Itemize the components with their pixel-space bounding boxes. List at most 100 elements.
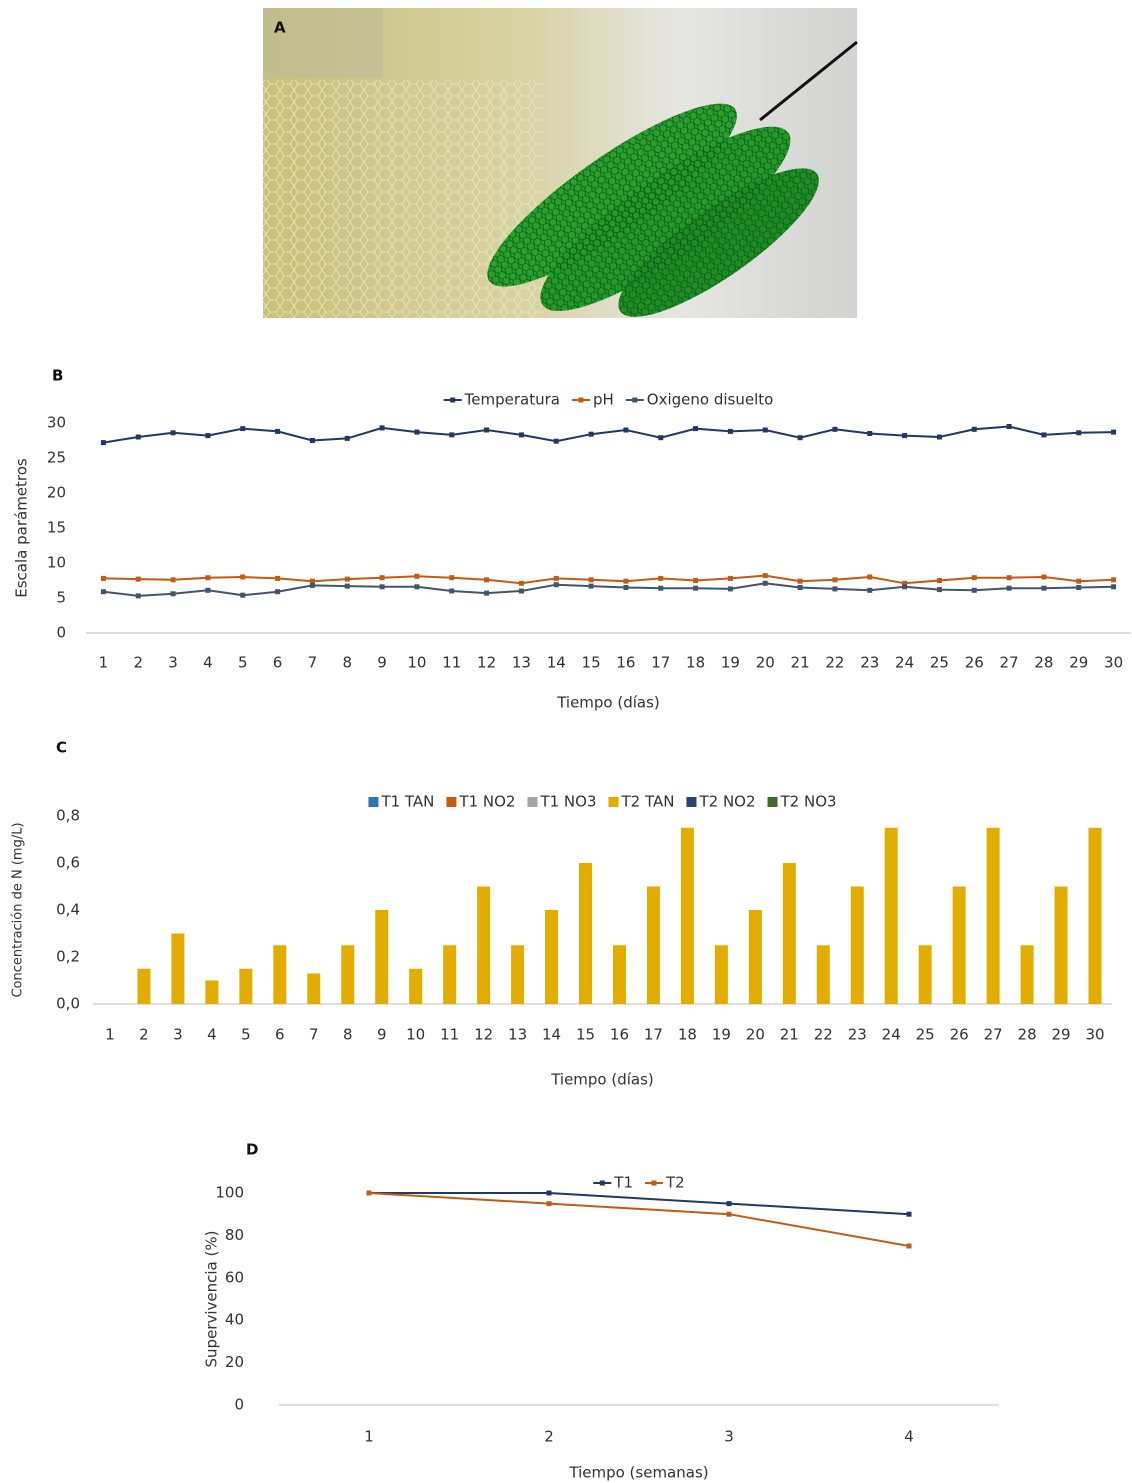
y-tick-label: 0,6	[56, 854, 80, 872]
y-tick-label: 80	[225, 1226, 244, 1244]
x-tick-label: 9	[377, 1026, 387, 1044]
x-tick-label: 7	[309, 1026, 319, 1044]
point	[171, 430, 176, 435]
point	[623, 579, 628, 584]
x-tick-label: 1	[105, 1026, 115, 1044]
point	[380, 425, 385, 430]
point	[763, 573, 768, 578]
point	[832, 586, 837, 591]
x-tick-label: 18	[686, 654, 705, 672]
y-tick-label: 20	[225, 1353, 244, 1371]
x-tick-label: 4	[207, 1026, 217, 1044]
point	[589, 577, 594, 582]
legend-label: T2 NO3	[780, 793, 837, 811]
legend-marker	[652, 1181, 657, 1186]
bar	[273, 945, 286, 1004]
x-tick-label: 24	[895, 654, 914, 672]
point	[1007, 575, 1012, 580]
bar	[171, 934, 184, 1005]
point	[240, 575, 245, 580]
x-tick-label: 20	[756, 654, 775, 672]
point	[658, 576, 663, 581]
y-tick-label: 15	[47, 519, 66, 537]
bar	[239, 969, 252, 1004]
bar	[137, 969, 150, 1004]
x-tick-label: 13	[508, 1026, 527, 1044]
x-tick-label: 11	[442, 654, 461, 672]
legend-label: T2	[665, 1174, 685, 1192]
point	[1076, 430, 1081, 435]
figure: A B0510152025301234567891011121314151617…	[0, 0, 1132, 1483]
legend-marker	[600, 1181, 605, 1186]
x-tick-label: 2	[544, 1428, 554, 1446]
point	[727, 1201, 732, 1206]
x-tick-label: 27	[984, 1026, 1003, 1044]
y-axis-label: Escala parámetros	[13, 458, 31, 598]
point	[547, 1201, 552, 1206]
x-tick-label: 17	[644, 1026, 663, 1044]
y-tick-label: 20	[47, 484, 66, 502]
point	[449, 432, 454, 437]
point	[727, 1212, 732, 1217]
point	[693, 586, 698, 591]
line	[369, 1193, 909, 1246]
point	[519, 432, 524, 437]
point	[867, 588, 872, 593]
point	[345, 577, 350, 582]
x-tick-label: 19	[721, 654, 740, 672]
point	[972, 588, 977, 593]
y-tick-label: 100	[215, 1184, 244, 1202]
y-tick-label: 60	[225, 1268, 244, 1286]
bar	[919, 945, 932, 1004]
bar	[1021, 945, 1034, 1004]
x-tick-label: 5	[238, 654, 248, 672]
point	[693, 578, 698, 583]
point	[554, 582, 559, 587]
legend-label: T1 NO3	[539, 793, 596, 811]
point	[623, 585, 628, 590]
point	[449, 575, 454, 580]
point	[693, 426, 698, 431]
point	[1076, 579, 1081, 584]
point	[728, 576, 733, 581]
point	[136, 577, 141, 582]
point	[240, 426, 245, 431]
bar	[341, 945, 354, 1004]
x-tick-label: 26	[950, 1026, 969, 1044]
point	[623, 428, 628, 433]
point	[867, 575, 872, 580]
x-tick-label: 3	[173, 1026, 183, 1044]
line	[369, 1193, 909, 1214]
point	[907, 1244, 912, 1249]
point	[136, 593, 141, 598]
point	[589, 584, 594, 589]
point	[867, 431, 872, 436]
x-tick-label: 30	[1085, 1026, 1104, 1044]
point	[798, 579, 803, 584]
y-tick-label: 30	[47, 414, 66, 432]
bar	[545, 910, 558, 1004]
x-tick-label: 2	[139, 1026, 149, 1044]
x-tick-label: 4	[203, 654, 213, 672]
bar	[205, 981, 218, 1005]
bar	[715, 945, 728, 1004]
legend-swatch	[527, 797, 537, 807]
point	[205, 588, 210, 593]
legend-swatch	[686, 797, 696, 807]
bar	[409, 969, 422, 1004]
point	[310, 438, 315, 443]
point	[310, 583, 315, 588]
y-tick-label: 5	[56, 589, 66, 607]
panel-label: A	[274, 19, 286, 37]
point	[367, 1191, 372, 1196]
bar	[817, 945, 830, 1004]
y-axis-label: Concentración de N (mg/L)	[11, 822, 26, 997]
point	[484, 591, 489, 596]
line	[103, 427, 1113, 443]
point	[1111, 577, 1116, 582]
legend-label: Temperatura	[464, 391, 560, 409]
x-tick-label: 5	[241, 1026, 251, 1044]
point	[171, 577, 176, 582]
point	[275, 589, 280, 594]
